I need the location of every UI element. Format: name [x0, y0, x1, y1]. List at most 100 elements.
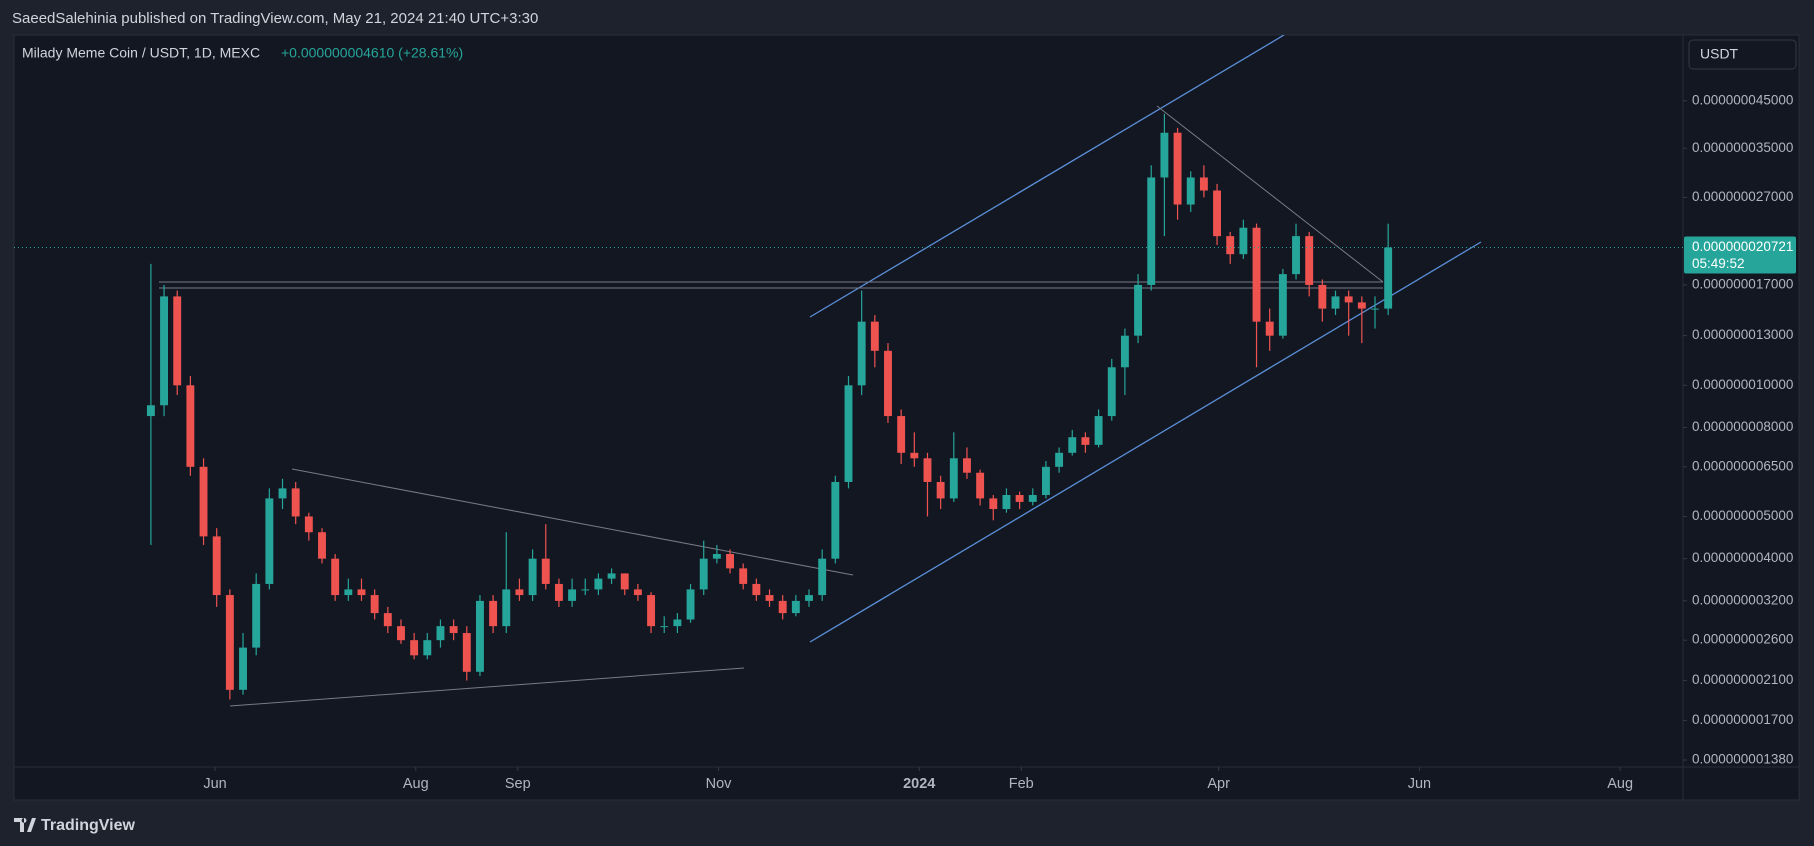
candle-body [212, 536, 221, 596]
candle-body [805, 595, 813, 601]
candle-body [844, 385, 853, 482]
candle-body [923, 458, 932, 482]
candle-body [1107, 367, 1116, 417]
candle-body [936, 481, 945, 499]
candle-body [870, 321, 879, 351]
candle-body [949, 458, 958, 499]
currency-button[interactable] [1688, 39, 1797, 70]
x-tick-label: Nov [706, 776, 733, 792]
candle-body [160, 296, 169, 406]
chart-frame [13, 34, 1800, 801]
candle-body [304, 516, 313, 533]
candle-body [686, 589, 695, 620]
candle-body [173, 296, 182, 386]
publisher-line: SaeedSalehinia published on TradingView.… [12, 10, 538, 27]
candle-body [1173, 132, 1182, 205]
candle-body [502, 589, 511, 627]
candle-body [1199, 177, 1208, 191]
candle-body [765, 595, 774, 601]
x-tick-label: Jun [203, 776, 226, 792]
candle-body [528, 558, 537, 596]
candle-body [291, 488, 300, 517]
candle-body [344, 589, 353, 596]
y-tick-label: 0.000000035000 [1692, 140, 1793, 155]
y-tick-label: 0.000000001700 [1692, 712, 1793, 727]
candle-body [857, 321, 866, 386]
candle-body [410, 640, 419, 656]
candle-body [397, 626, 405, 641]
candle-body [1147, 177, 1156, 285]
candle-body [1068, 437, 1077, 453]
candle-body [1002, 495, 1011, 510]
candle-body [1371, 308, 1379, 310]
candle-body [436, 626, 445, 641]
candle-body [265, 498, 274, 584]
candle-body [1120, 335, 1129, 368]
channel-upper [809, 35, 1285, 318]
candle-body [581, 589, 590, 591]
candle-body [331, 558, 340, 596]
candle-body [1094, 416, 1103, 445]
candle-body [1081, 437, 1090, 445]
candle-body [989, 498, 998, 510]
candle-body [607, 573, 616, 579]
y-tick-label: 0.000000045000 [1692, 92, 1793, 107]
candle-body [594, 578, 603, 590]
candle-body [1344, 296, 1353, 303]
candle-body [1252, 227, 1261, 322]
candle-body [647, 595, 656, 627]
x-tick-label: 2024 [903, 776, 935, 792]
candle-body [963, 458, 971, 473]
x-tick-label: Apr [1207, 776, 1230, 792]
currency-button-label[interactable]: USDT [1700, 46, 1739, 62]
brand-name: TradingView [41, 817, 136, 834]
candle-body [199, 466, 208, 537]
candle-body [778, 600, 787, 614]
candle-body [449, 626, 458, 634]
y-tick-label: 0.000000008000 [1692, 419, 1793, 434]
candle-body [1265, 321, 1274, 336]
candle-body [1226, 236, 1235, 255]
candle-body [383, 613, 392, 627]
candle-body [1028, 495, 1037, 502]
candle-body [370, 595, 379, 614]
y-tick-label: 0.000000017000 [1692, 276, 1793, 291]
candle-body [1318, 284, 1327, 309]
candle-body [620, 573, 629, 590]
candle-body [897, 416, 906, 453]
candle-body [712, 554, 721, 559]
symbol-legend: Milady Meme Coin / USDT, 1D, MEXC [22, 45, 260, 61]
candle-body [1055, 452, 1064, 467]
candle-body [476, 600, 484, 672]
candle-body [568, 589, 577, 601]
x-tick-label: Aug [1607, 776, 1633, 792]
y-tick-label: 0.000000010000 [1692, 377, 1793, 392]
y-tick-label: 0.000000027000 [1692, 189, 1793, 204]
candle-body [818, 558, 827, 596]
candle-body [1357, 302, 1366, 309]
x-tick-label: Jun [1408, 776, 1431, 792]
candle-body [1384, 247, 1393, 309]
candle-body [1186, 177, 1195, 205]
candles [146, 113, 1393, 700]
triangle-upper [291, 468, 854, 576]
candle-body [225, 595, 234, 690]
candle-body [910, 452, 919, 459]
candle-body [752, 583, 761, 596]
x-tick-label: Sep [505, 776, 531, 792]
candle-body [1160, 132, 1169, 178]
candle-body [252, 583, 261, 648]
candle-body [554, 583, 563, 601]
candle-body [1213, 190, 1221, 237]
candle-body [1134, 284, 1143, 336]
candle-body [660, 626, 669, 628]
candle-body [1278, 274, 1287, 336]
candle-body [278, 488, 287, 499]
channel-lower [809, 241, 1482, 643]
candle-body [541, 558, 550, 584]
y-tick-label: 0.000000002100 [1692, 672, 1793, 687]
candle-body [489, 600, 498, 627]
candle-body [239, 647, 247, 690]
candle-body [673, 619, 682, 627]
